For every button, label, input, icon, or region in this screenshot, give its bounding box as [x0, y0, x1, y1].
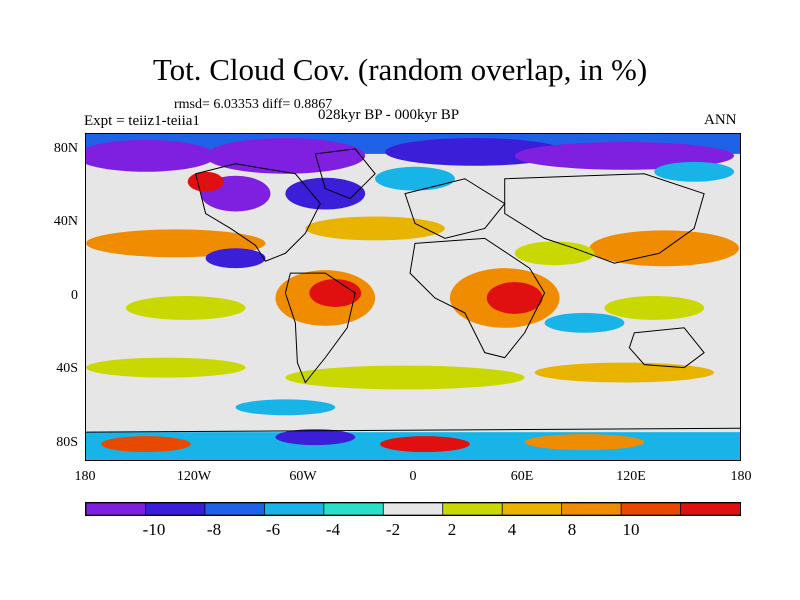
- lon-tick-60e: 60E: [510, 469, 534, 484]
- lat-tick-40s: 40S: [56, 361, 78, 376]
- colorbar-label--10: -10: [142, 520, 166, 539]
- colorbar-swatch-8: [561, 503, 622, 515]
- africa-coast: [409, 237, 546, 359]
- stats-text: rmsd= 6.03353 diff= 0.8867: [174, 97, 333, 112]
- north-atlantic-cyan: [375, 166, 455, 191]
- coastlines: [86, 148, 740, 433]
- antarctic-red: [380, 436, 470, 453]
- plot-title: Tot. Cloud Cov. (random overlap, in %): [152, 52, 648, 87]
- southern-ocean-cyan: [235, 399, 336, 416]
- experiment-label: Expt = teiiz1-teiia1: [84, 113, 200, 129]
- antarctic-orange-west: [100, 436, 191, 453]
- cloud-cover-map: [85, 133, 741, 461]
- west-pacific-orange: [589, 230, 740, 267]
- colorbar-swatch-5: [382, 503, 444, 515]
- australia-coast: [628, 327, 705, 369]
- colorbar-swatch-2: [204, 503, 266, 515]
- colorbar-swatch-7: [501, 503, 563, 515]
- north-america-coast: [195, 163, 321, 262]
- lon-tick-120e: 120E: [616, 469, 646, 484]
- kamchatka-cyan: [654, 161, 735, 182]
- asia-coast: [504, 173, 705, 264]
- europe-coast: [404, 178, 506, 239]
- lon-tick-120w: 120W: [176, 469, 212, 484]
- greenland-blue: [285, 177, 366, 210]
- antarctic-blue: [275, 429, 356, 446]
- colorbar-swatch-0: [86, 503, 147, 515]
- colorbar-label-4: 4: [507, 520, 517, 539]
- south-indian-gold: [534, 362, 715, 383]
- colorbar-label-10: 10: [622, 520, 640, 539]
- antarctica-coast: [86, 427, 740, 433]
- season-label: ANN: [704, 112, 737, 128]
- south-atlantic-yellow: [285, 365, 525, 390]
- lon-tick-180e: 180: [730, 469, 752, 484]
- colorbar-label--2: -2: [385, 520, 401, 539]
- lat-tick-80s: 80S: [56, 435, 78, 450]
- period-label: 028kyr BP - 000kyr BP: [318, 107, 460, 123]
- alaska-red: [187, 171, 224, 192]
- south-america-coast: [284, 272, 356, 384]
- indian-ocean-cyan: [544, 312, 625, 333]
- tropical-pacific-yellow: [125, 296, 246, 320]
- africa-red: [486, 282, 543, 314]
- south-pacific-yellow: [86, 357, 246, 378]
- antarctic-orange-east: [524, 434, 645, 451]
- colorbar: [85, 502, 741, 516]
- colorbar-swatch-9: [620, 503, 682, 515]
- colorbar-swatch-10: [680, 503, 740, 515]
- lon-tick-0: 0: [409, 469, 417, 484]
- maritime-yellow: [604, 296, 705, 320]
- lat-tick-0: 0: [71, 288, 78, 303]
- asia-yellow: [514, 241, 595, 266]
- north-pacific-purple: [86, 139, 216, 172]
- colorbar-swatch-4: [323, 503, 385, 515]
- east-pacific-blue: [205, 248, 266, 269]
- atlantic-gold: [305, 216, 445, 241]
- colorbar-label-8: 8: [567, 520, 577, 539]
- colorbar-label--8: -8: [206, 520, 222, 539]
- colorbar-swatch-6: [442, 503, 504, 515]
- lon-tick-180w: 180: [74, 469, 96, 484]
- colorbar-label--4: -4: [325, 520, 341, 539]
- colorbar-swatch-3: [263, 503, 325, 515]
- amazon-red: [309, 279, 362, 307]
- canada-purple: [205, 137, 366, 174]
- colorbar-swatch-1: [145, 503, 206, 515]
- lat-tick-40n: 40N: [53, 214, 78, 229]
- lon-tick-60w: 60W: [289, 469, 317, 484]
- greenland-coast: [314, 148, 376, 200]
- colorbar-label-2: 2: [447, 520, 457, 539]
- colorbar-label--6: -6: [265, 520, 281, 539]
- lat-tick-80n: 80N: [53, 141, 78, 156]
